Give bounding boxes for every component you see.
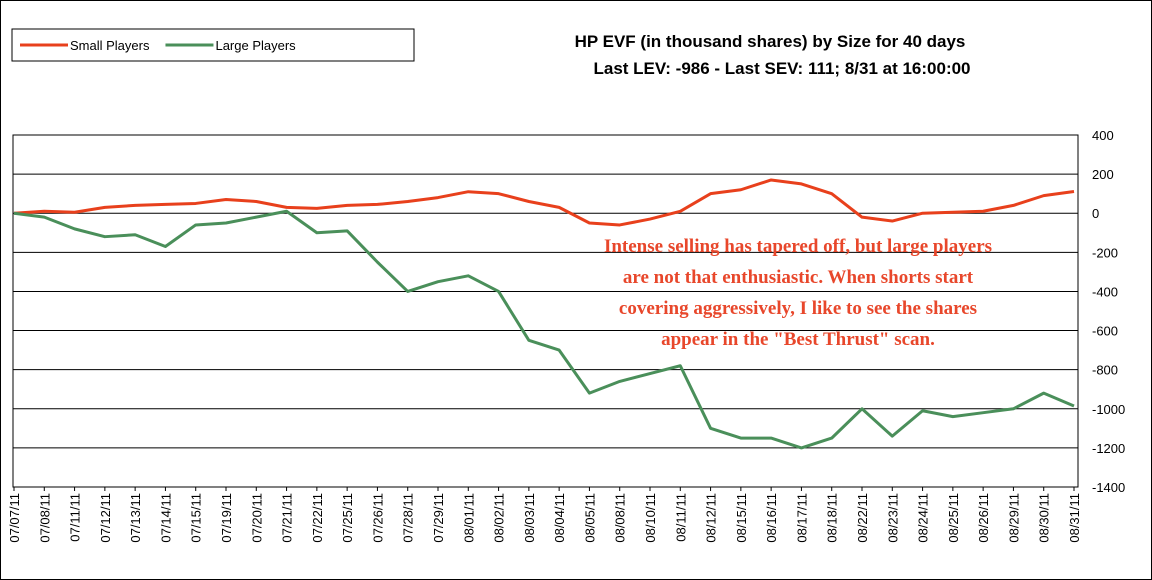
y-tick-label: -1000 <box>1092 402 1125 417</box>
y-tick-label: 400 <box>1092 128 1114 143</box>
annotation: Intense selling has tapered off, but lar… <box>604 236 992 257</box>
x-tick-label: 07/26/11 <box>370 493 385 543</box>
x-tick-label: 07/22/11 <box>310 493 325 543</box>
x-tick-label: 08/03/11 <box>522 493 537 543</box>
annotation: are not that enthusiastic. When shorts s… <box>623 267 974 288</box>
annotation: covering aggressively, I like to see the… <box>619 298 977 319</box>
x-tick-label: 08/17/11 <box>794 493 809 543</box>
x-tick-label: 08/18/11 <box>825 493 840 543</box>
x-tick-label: 08/23/11 <box>885 493 900 543</box>
x-tick-label: 08/04/11 <box>552 493 567 543</box>
x-tick-label: 08/10/11 <box>643 493 658 543</box>
x-tick-label: 08/29/11 <box>1006 493 1021 543</box>
x-tick-label: 08/01/11 <box>461 493 476 543</box>
x-tick-label: 07/13/11 <box>128 493 143 543</box>
x-tick-label: 08/12/11 <box>704 493 719 543</box>
x-tick-label: 07/12/11 <box>98 493 113 543</box>
y-tick-label: 200 <box>1092 167 1114 182</box>
y-tick-label: -1200 <box>1092 441 1125 456</box>
x-tick-label: 07/14/11 <box>158 493 173 543</box>
y-tick-label: 0 <box>1092 206 1099 221</box>
y-tick-label: -600 <box>1092 324 1118 339</box>
legend-label: Small Players <box>70 38 150 53</box>
x-tick-label: 07/15/11 <box>189 493 204 543</box>
x-tick-label: 07/28/11 <box>401 493 416 543</box>
x-tick-label: 07/29/11 <box>431 493 446 543</box>
x-tick-label: 07/25/11 <box>340 493 355 543</box>
x-tick-label: 08/31/11 <box>1067 493 1082 543</box>
legend-label: Large Players <box>215 38 296 53</box>
x-tick-label: 08/11/11 <box>673 493 688 542</box>
chart-title: HP EVF (in thousand shares) by Size for … <box>575 32 966 51</box>
y-tick-label: -200 <box>1092 245 1118 260</box>
y-tick-label: -1400 <box>1092 480 1125 495</box>
x-tick-label: 07/11/11 <box>68 493 83 542</box>
x-tick-label: 08/26/11 <box>976 493 991 543</box>
series-line <box>13 178 1075 227</box>
x-tick-label: 08/02/11 <box>492 493 507 543</box>
x-tick-label: 08/24/11 <box>916 493 931 543</box>
chart-subtitle: Last LEV: -986 - Last SEV: 111; 8/31 at … <box>593 59 970 78</box>
series-line <box>13 209 1075 450</box>
annotation: appear in the "Best Thrust" scan. <box>661 329 935 350</box>
x-tick-label: 08/25/11 <box>946 493 961 543</box>
x-tick-label: 07/21/11 <box>280 493 295 543</box>
x-tick-label: 08/15/11 <box>734 493 749 543</box>
x-tick-label: 08/05/11 <box>582 493 597 543</box>
x-tick-label: 07/20/11 <box>249 493 264 543</box>
x-tick-label: 07/07/11 <box>7 493 22 543</box>
x-tick-label: 07/19/11 <box>219 493 234 543</box>
y-tick-label: -400 <box>1092 284 1118 299</box>
x-tick-label: 08/16/11 <box>764 493 779 543</box>
x-tick-label: 07/08/11 <box>37 493 52 543</box>
x-tick-label: 08/08/11 <box>613 493 628 543</box>
x-tick-label: 08/30/11 <box>1037 493 1052 543</box>
x-tick-label: 08/22/11 <box>855 493 870 543</box>
y-tick-label: -800 <box>1092 363 1118 378</box>
